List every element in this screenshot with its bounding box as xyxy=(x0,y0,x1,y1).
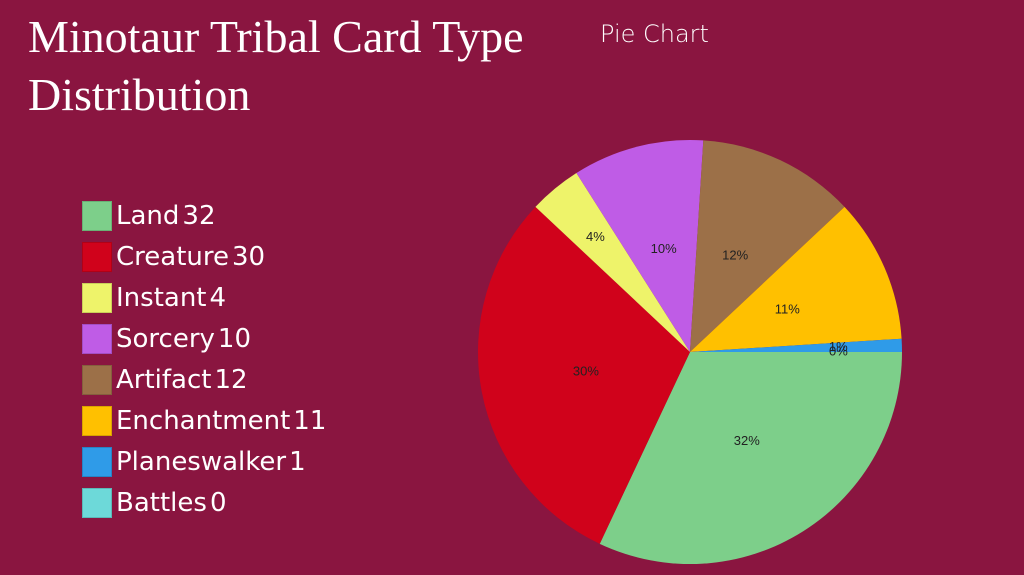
legend-label: Instant xyxy=(116,282,207,313)
chart-subtitle: Pie Chart xyxy=(600,20,709,48)
legend-value: 0 xyxy=(209,487,227,518)
legend-label: Enchantment xyxy=(116,405,291,436)
legend-value: 4 xyxy=(209,282,227,313)
legend-label: Battles xyxy=(116,487,207,518)
data-label: 12% xyxy=(722,248,748,263)
legend-item: Creature 30 xyxy=(82,236,326,277)
data-label: 32% xyxy=(734,433,760,448)
legend-swatch xyxy=(82,323,112,354)
legend-value: 12 xyxy=(214,364,248,395)
chart-title: Minotaur Tribal Card Type Distribution xyxy=(28,11,524,120)
legend-swatch xyxy=(82,282,112,313)
legend-value: 32 xyxy=(182,200,216,231)
legend-swatch xyxy=(82,364,112,395)
legend-label: Artifact xyxy=(116,364,212,395)
legend-value: 1 xyxy=(289,446,306,477)
data-label: 4% xyxy=(586,229,605,244)
pie-slice xyxy=(690,338,902,352)
pie-slice xyxy=(690,206,902,352)
pie-slice xyxy=(477,206,690,544)
data-label: 11% xyxy=(775,301,800,316)
legend-value: 30 xyxy=(232,241,266,272)
data-label: 30% xyxy=(573,363,599,378)
legend-value: 11 xyxy=(293,405,327,436)
pie-slice xyxy=(535,173,690,352)
legend-item: Instant 4 xyxy=(82,277,326,318)
legend-item: Artifact 12 xyxy=(82,359,326,400)
legend: Land 32 Creature 30 Instant 4 Sorcery 10 Artifac… xyxy=(82,195,326,523)
legend-swatch xyxy=(82,405,112,436)
legend-item: Enchantment 11 xyxy=(82,400,326,441)
legend-item: Battles 0 xyxy=(82,482,326,523)
legend-label: Creature xyxy=(116,241,229,272)
data-label: 10% xyxy=(651,241,677,256)
legend-swatch xyxy=(82,446,112,477)
legend-item: Land 32 xyxy=(82,195,326,236)
legend-label: Land xyxy=(116,200,180,231)
legend-label: Sorcery xyxy=(116,323,215,354)
pie-slice xyxy=(690,140,845,352)
legend-swatch xyxy=(82,200,112,231)
data-label: 1% xyxy=(829,339,848,354)
pie-slice xyxy=(576,140,704,352)
data-label: 0% xyxy=(829,343,848,358)
legend-swatch xyxy=(82,241,112,272)
pie-slice xyxy=(599,352,902,564)
legend-value: 10 xyxy=(217,323,251,354)
legend-item: Sorcery 10 xyxy=(82,318,326,359)
legend-swatch xyxy=(82,487,112,518)
legend-label: Planeswalker xyxy=(116,446,287,477)
legend-item: Planeswalker 1 xyxy=(82,441,326,482)
